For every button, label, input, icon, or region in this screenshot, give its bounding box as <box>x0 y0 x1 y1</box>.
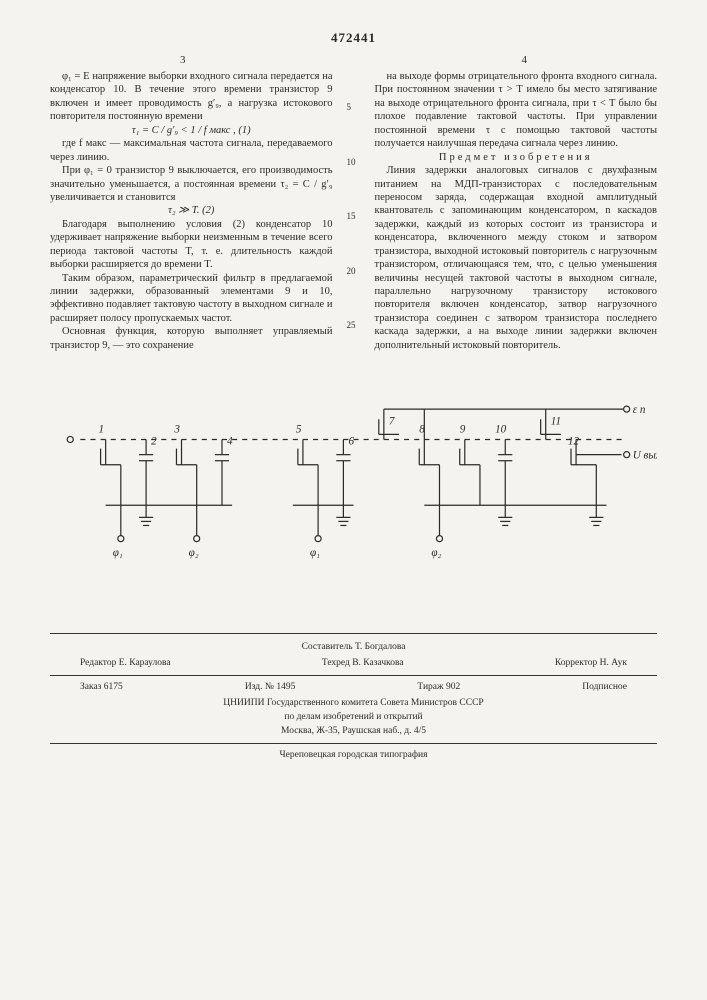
lbl: 2 <box>151 436 157 448</box>
lbl: 3 <box>173 424 180 436</box>
para: φ₁ = E напряжение выборки входного сигна… <box>50 70 333 124</box>
printer: Череповецкая городская типография <box>50 748 657 762</box>
formula-2: τ₂ ≫ T. (2) <box>50 204 333 217</box>
para: Таким образом, параметрический фильтр в … <box>50 272 333 326</box>
lbl: 4 <box>227 436 233 448</box>
lbl: 11 <box>551 415 561 427</box>
lbl: 12 <box>568 436 580 448</box>
column-left: φ₁ = E напряжение выборки входного сигна… <box>50 70 333 352</box>
phi: φ₂ <box>431 547 441 559</box>
subscription: Подписное <box>582 680 627 694</box>
lbl: 1 <box>99 424 105 436</box>
corrector: Корректор Н. Аук <box>555 656 627 670</box>
editor: Редактор Е. Караулова <box>80 656 171 670</box>
tirazh: Тираж 902 <box>417 680 460 694</box>
ln: 5 <box>347 102 361 112</box>
footer: Составитель Т. Богдалова Редактор Е. Кар… <box>50 633 657 762</box>
tech-editor: Техред В. Казачкова <box>322 656 404 670</box>
lbl: 8 <box>419 424 425 436</box>
out-e: ε п <box>633 404 646 416</box>
para: При φ₁ = 0 транзистор 9 выключается, его… <box>50 164 333 204</box>
para: где f макс — максимальная частота сигнал… <box>50 137 333 164</box>
ln: 10 <box>347 157 361 167</box>
out-u: U вых <box>633 450 657 462</box>
org-line-2: по делам изобретений и открытий <box>50 710 657 724</box>
para: Линия задержки аналоговых сигналов с дву… <box>375 164 658 352</box>
phi: φ₁ <box>113 547 123 559</box>
lbl: 9 <box>460 424 466 436</box>
circuit-diagram: 1 2 3 4 5 6 7 8 9 10 11 12 φ₁ φ₂ φ₁ φ₂ ε… <box>50 375 657 595</box>
lbl: 6 <box>348 436 354 448</box>
para: на выходе формы отрицательного фронта вх… <box>375 70 658 151</box>
formula-1: τ₁ = C / g′₉ < 1 / f макс , (1) <box>50 124 333 137</box>
page-right: 4 <box>522 54 528 66</box>
subject-heading: Предмет изобретения <box>375 151 658 164</box>
para: Благодаря выполнению условия (2) конденс… <box>50 218 333 272</box>
izd-num: Изд. № 1495 <box>245 680 295 694</box>
page-left: 3 <box>180 54 186 66</box>
lbl: 5 <box>296 424 302 436</box>
phi: φ₁ <box>310 547 320 559</box>
ln: 15 <box>347 211 361 221</box>
phi: φ₂ <box>189 547 199 559</box>
composer: Составитель Т. Богдалова <box>50 640 657 654</box>
order-num: Заказ 6175 <box>80 680 123 694</box>
page-numbers: 3 4 <box>50 54 657 66</box>
para: Основная функция, которую выполняет упра… <box>50 325 333 352</box>
org-line-1: ЦНИИПИ Государственного комитета Совета … <box>50 696 657 710</box>
patent-number: 472441 <box>50 30 657 46</box>
ln: 25 <box>347 320 361 330</box>
column-right: на выходе формы отрицательного фронта вх… <box>375 70 658 352</box>
lbl: 7 <box>389 415 395 427</box>
lbl: 10 <box>495 424 507 436</box>
ln: 20 <box>347 266 361 276</box>
line-numbers: 5 10 15 20 25 <box>347 70 361 352</box>
text-columns: φ₁ = E напряжение выборки входного сигна… <box>50 70 657 352</box>
address: Москва, Ж-35, Раушская наб., д. 4/5 <box>50 724 657 738</box>
